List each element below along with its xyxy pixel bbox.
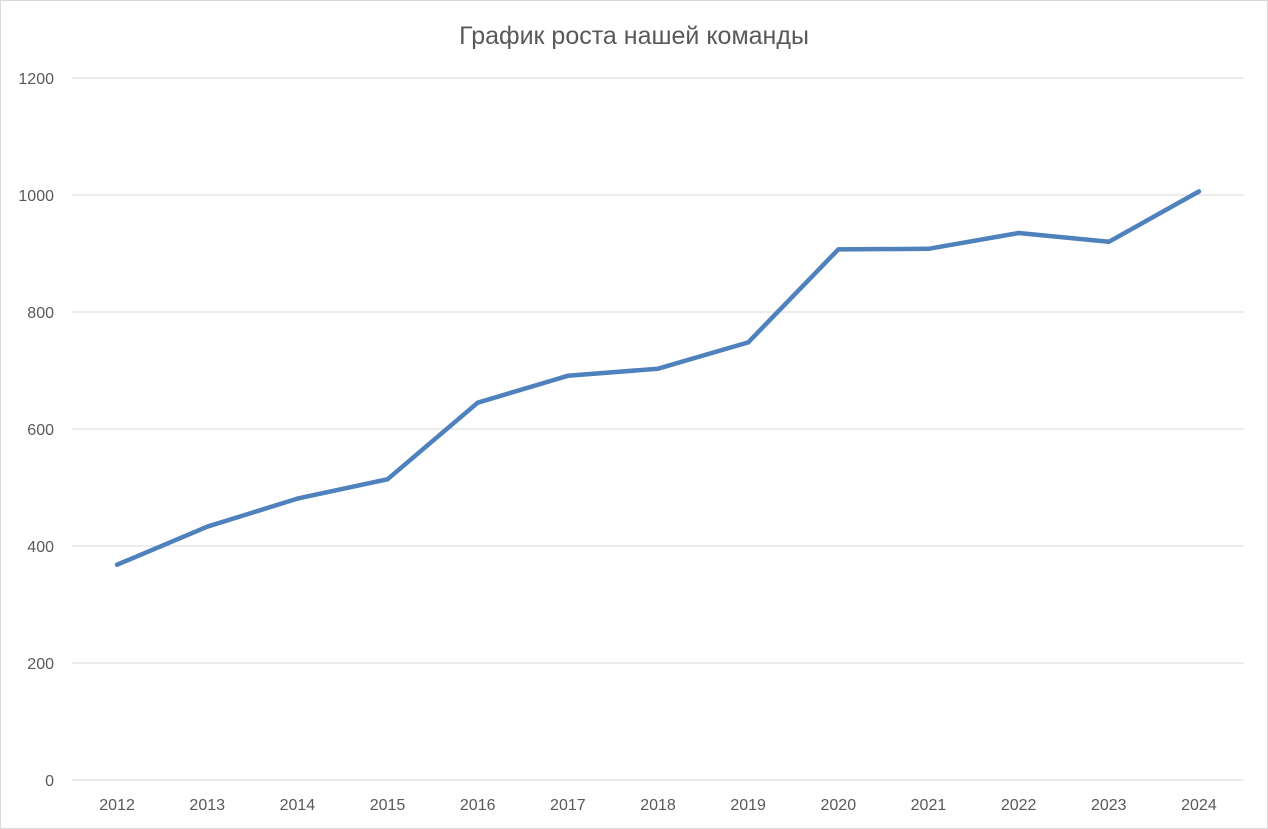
data-point: [114, 562, 120, 567]
series-lines: [114, 189, 1202, 567]
y-tick-label: 800: [27, 305, 54, 322]
data-point: [926, 246, 931, 252]
data-point: [295, 496, 300, 501]
x-tick-label: 2021: [911, 797, 947, 814]
x-tick-label: 2016: [460, 797, 496, 814]
y-tick-label: 1200: [18, 71, 54, 88]
data-point: [836, 247, 841, 252]
x-tick-label: 2015: [370, 797, 406, 814]
x-tick-label: 2014: [280, 797, 316, 814]
data-point: [1106, 239, 1111, 244]
data-point: [1016, 230, 1021, 236]
x-tick-label: 2023: [1091, 797, 1127, 814]
x-tick-label: 2017: [550, 797, 586, 814]
y-tick-label: 400: [27, 539, 54, 556]
y-tick-label: 0: [45, 773, 54, 790]
data-point: [565, 373, 571, 378]
data-point: [385, 477, 390, 482]
data-point: [655, 366, 661, 371]
y-tick-label: 600: [27, 422, 54, 439]
x-tick-label: 2022: [1001, 797, 1037, 814]
x-tick-label: 2020: [821, 797, 857, 814]
x-tick-label: 2024: [1181, 797, 1217, 814]
x-tick-label: 2012: [99, 797, 135, 814]
data-point: [745, 340, 751, 345]
y-tick-label: 1000: [18, 188, 54, 205]
y-axis-tick-labels: 0 200 400 600 800 1000 1200: [18, 71, 54, 790]
y-tick-label: 200: [27, 656, 54, 673]
x-tick-label: 2013: [189, 797, 225, 814]
gridlines: [72, 77, 1244, 781]
x-axis-tick-labels: 2012 2013 2014 2015 2016 2017 2018 2019 2020 2021…: [99, 797, 1217, 814]
series-line: [114, 189, 1202, 567]
data-point: [205, 524, 210, 529]
x-tick-label: 2019: [730, 797, 766, 814]
chart-title: График роста нашей команды: [459, 22, 809, 50]
data-point: [1196, 189, 1202, 194]
data-point: [475, 400, 480, 405]
x-tick-label: 2018: [640, 797, 676, 814]
